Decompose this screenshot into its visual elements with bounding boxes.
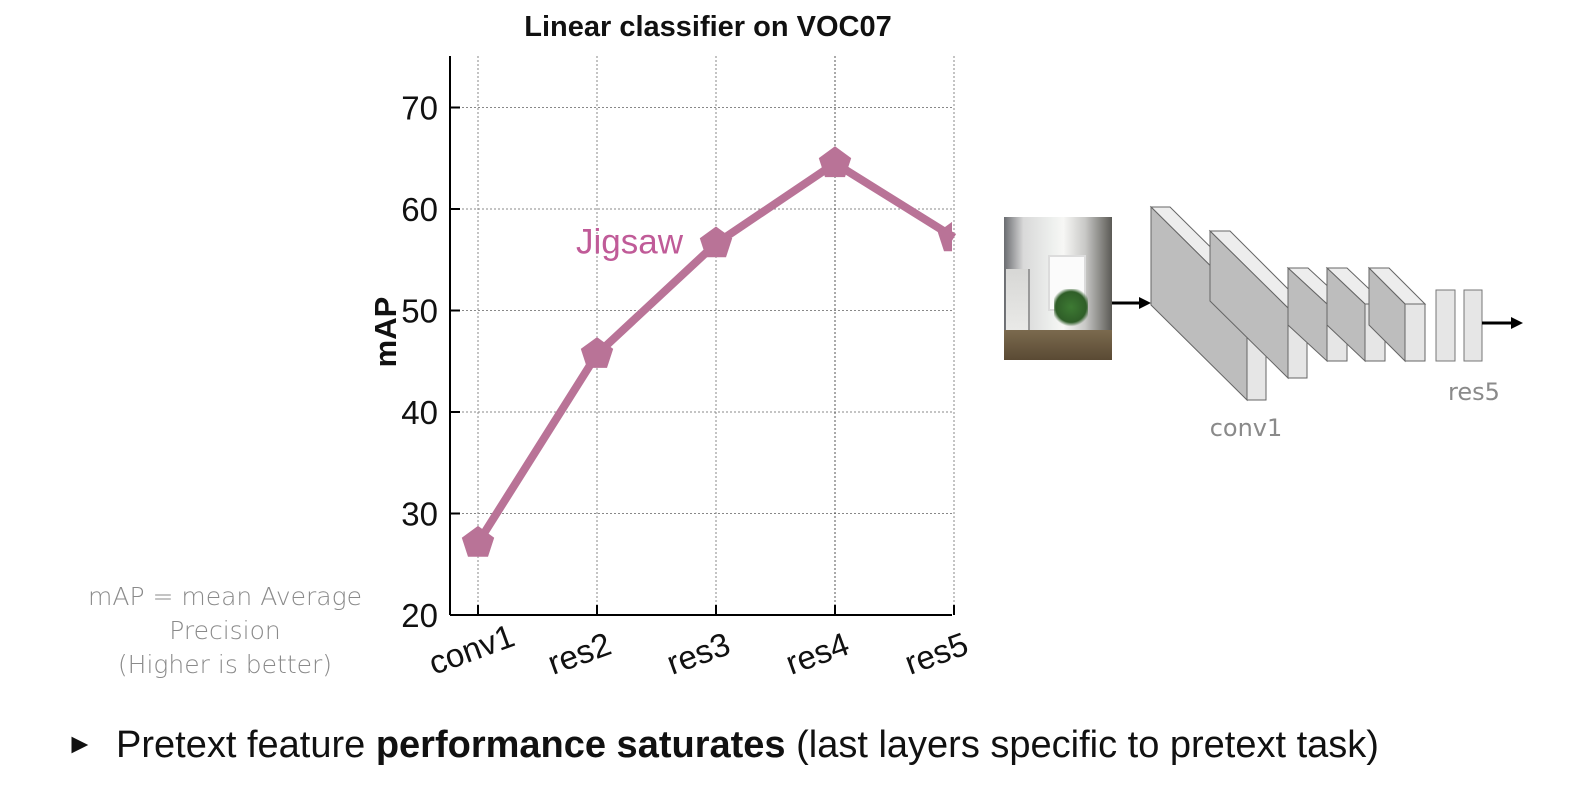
x-tick-label: res4 [781,625,854,682]
res5a-block [1367,266,1427,363]
plant-shape [1054,289,1088,329]
data-point-res4 [818,146,852,178]
y-axis-ticks: 20 30 40 50 60 70 [401,90,460,634]
data-point-res5 [937,221,952,252]
fc-layer-1 [1435,289,1456,362]
x-axis-ticks: conv1 res2 res3 res4 res5 [424,605,973,682]
x-tick-label: res2 [543,625,616,682]
x-tick-label: conv1 [424,617,519,682]
bullet-text-post: (last layers specific to pretext task) [785,724,1379,766]
note-line-3: (Higher is better) [117,650,333,679]
input-arrow [1112,297,1151,309]
y-tick-label: 70 [401,90,438,127]
conv1-label: conv1 [1210,414,1283,442]
note-line-2: Precision [169,616,281,645]
fc-layer-2 [1463,289,1483,362]
y-tick-label: 60 [401,191,438,228]
y-tick-label: 50 [401,293,438,330]
bullet-point: ► Pretext feature performance saturates (… [66,724,1379,767]
y-tick-label: 40 [401,394,438,431]
network-diagram: conv1 res5 [1112,205,1523,442]
chart-grid [450,56,955,615]
bullet-marker-icon: ► [66,728,94,759]
chart-series [461,146,957,557]
floor-shape [1004,330,1112,360]
note-line-1: mAP = mean Average [87,582,362,611]
x-tick-label: res3 [662,625,735,682]
chart-axes [449,56,952,616]
bullet-text-bold: performance saturates [375,724,786,766]
series-label-jigsaw: Jigsaw [576,223,684,262]
output-arrow [1482,317,1523,329]
data-point-conv1 [461,525,495,557]
chart-title: Linear classifier on VOC07 [524,11,891,43]
res5-label: res5 [1448,378,1500,406]
x-tick-label: res5 [900,625,973,682]
data-point-res3 [699,226,733,258]
y-axis-label: mAP [368,297,403,368]
bullet-text-pre: Pretext feature [116,724,376,766]
data-point-res2 [580,337,614,368]
map-definition-note: mAP = mean Average Precision (Higher is … [60,580,390,682]
kitchen-photo-icon [1004,217,1112,360]
y-tick-label: 20 [401,597,438,634]
y-tick-label: 30 [401,496,438,533]
